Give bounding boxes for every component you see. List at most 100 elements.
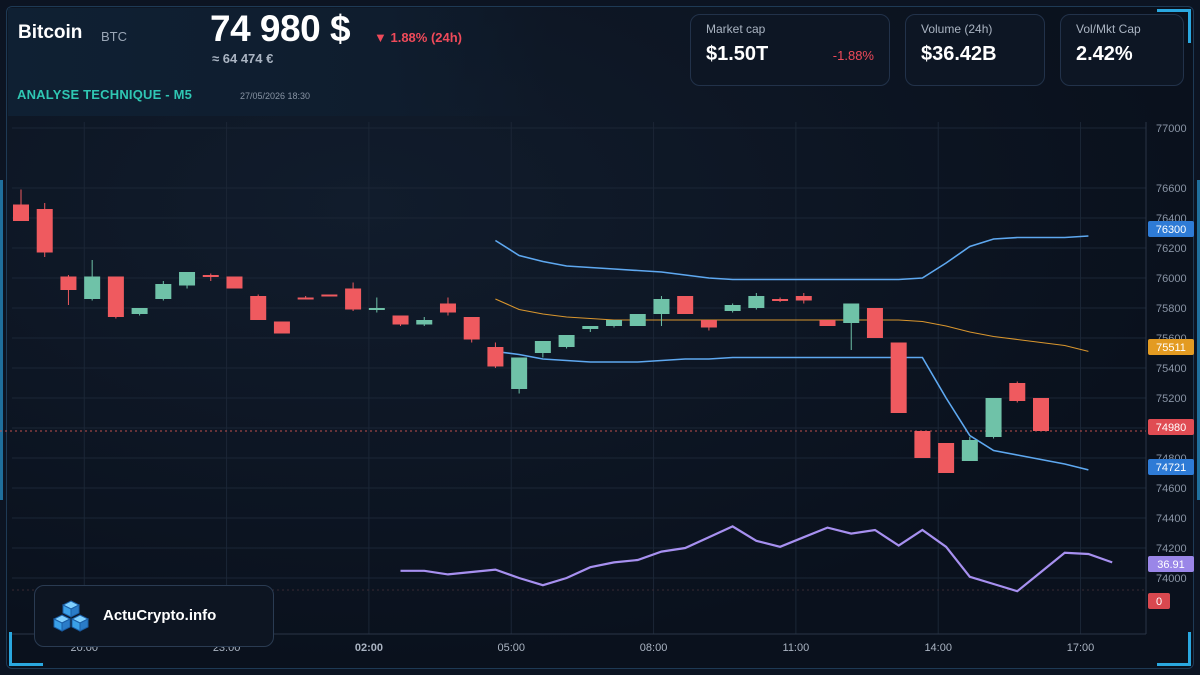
corner-decoration (9, 632, 43, 666)
price-axis-label-bg (1148, 419, 1194, 435)
candle-body (226, 276, 243, 289)
candle-body (13, 204, 29, 221)
market-cap-card: Market cap $1.50T -1.88% (690, 14, 890, 86)
y-tick-label: 77000 (1156, 123, 1187, 135)
card-label: Vol/Mkt Cap (1076, 22, 1141, 36)
y-tick-label: 75200 (1156, 393, 1187, 405)
price-axis-label: 36.91 (1157, 559, 1185, 571)
candle-body (345, 288, 362, 310)
price-axis-label: 74721 (1156, 462, 1187, 474)
candle-body (1009, 383, 1026, 401)
volume-card: Volume (24h) $36.42B (905, 14, 1045, 86)
vol-mkt-cap-card: Vol/Mkt Cap 2.42% (1060, 14, 1184, 86)
coin-ticker: BTC (101, 29, 127, 44)
x-tick-label: 02:00 (355, 642, 383, 654)
candle-body (795, 296, 812, 301)
corner-decoration (1157, 9, 1191, 43)
x-tick-label: 11:00 (783, 642, 810, 654)
candle-body (582, 326, 599, 329)
candle-body (748, 296, 765, 308)
candle-body (1033, 398, 1049, 431)
candle-body (772, 299, 789, 301)
price-eur: ≈ 64 474 € (212, 51, 274, 66)
candle-body (606, 320, 623, 326)
edge-glow-right (1197, 180, 1200, 500)
candle-body (724, 305, 741, 311)
header-panel (8, 8, 548, 116)
candle-body (107, 276, 124, 317)
price-axis-label: 75511 (1156, 342, 1186, 354)
price-axis-label: 76300 (1156, 224, 1187, 236)
edge-glow-left (0, 180, 3, 500)
candle-body (202, 275, 219, 277)
price-axis-label-bg (1148, 459, 1194, 475)
price-axis-label-bg (1148, 339, 1194, 355)
price-axis-label-bg (1148, 556, 1194, 572)
price-axis-label-bg (1148, 221, 1194, 237)
price-axis-label: 0 (1156, 596, 1162, 608)
card-label: Market cap (706, 22, 766, 36)
x-tick-label: 05:00 (497, 642, 525, 654)
candle-body (250, 296, 267, 320)
candle-body (321, 294, 338, 297)
candle-body (961, 440, 978, 461)
candle-body (819, 320, 836, 326)
candle-body (131, 308, 148, 314)
bollinger-lower-line (495, 350, 1089, 471)
candle-body (534, 341, 551, 353)
candle-body (179, 272, 196, 286)
card-change: -1.88% (832, 48, 874, 63)
card-label: Volume (24h) (921, 22, 993, 36)
candle-body (985, 398, 1002, 437)
card-value: 2.42% (1076, 43, 1133, 65)
current-price: 74 980 $ (210, 8, 351, 49)
x-tick-label: 08:00 (640, 642, 668, 654)
candle-body (60, 276, 77, 290)
y-tick-label: 74600 (1156, 483, 1187, 495)
card-value: $36.42B (921, 43, 997, 65)
analysis-datetime: 27/05/2026 18:30 (240, 91, 311, 101)
y-tick-label: 74000 (1156, 573, 1187, 585)
candle-body (914, 431, 931, 458)
y-tick-label: 75400 (1156, 363, 1187, 375)
candle-body (416, 320, 433, 325)
candle-body (866, 308, 883, 338)
candle-body (558, 335, 575, 347)
price-axis-label: 74980 (1156, 422, 1187, 434)
candle-body (273, 321, 290, 334)
candle-body (629, 314, 646, 326)
candle-body (938, 443, 955, 473)
candle-body (511, 357, 528, 389)
candle-body (890, 342, 907, 413)
candle-body (392, 315, 409, 325)
y-tick-label: 76200 (1156, 243, 1187, 255)
bollinger-upper-line (494, 235, 1089, 281)
candle-body (155, 284, 172, 299)
card-value: $1.50T (706, 43, 769, 65)
candle-body (700, 320, 717, 328)
x-tick-label: 17:00 (1067, 642, 1095, 654)
candle-body (487, 347, 504, 367)
candle-body (36, 209, 53, 253)
y-tick-label: 75800 (1156, 303, 1187, 315)
rsi-line (400, 525, 1113, 593)
brand-logo[interactable]: ActuCrypto.info (34, 585, 274, 647)
candle-body (297, 297, 314, 300)
y-tick-label: 74400 (1156, 513, 1187, 525)
y-tick-label: 76600 (1156, 183, 1187, 195)
cubes-icon (52, 600, 90, 632)
candle-body (463, 317, 480, 340)
x-tick-label: 14:00 (924, 642, 952, 654)
y-tick-label: 74200 (1156, 543, 1187, 555)
candle-body (84, 276, 101, 299)
candle-body (368, 308, 385, 310)
price-change-24h: ▼ 1.88% (24h) (374, 30, 463, 45)
corner-decoration (1157, 632, 1191, 666)
candle-body (653, 299, 670, 314)
y-tick-label: 76000 (1156, 273, 1187, 285)
candle-body (439, 303, 456, 313)
coin-name: Bitcoin (18, 22, 83, 43)
candle-body (843, 303, 860, 323)
price-axis-label-bg (1148, 593, 1170, 609)
